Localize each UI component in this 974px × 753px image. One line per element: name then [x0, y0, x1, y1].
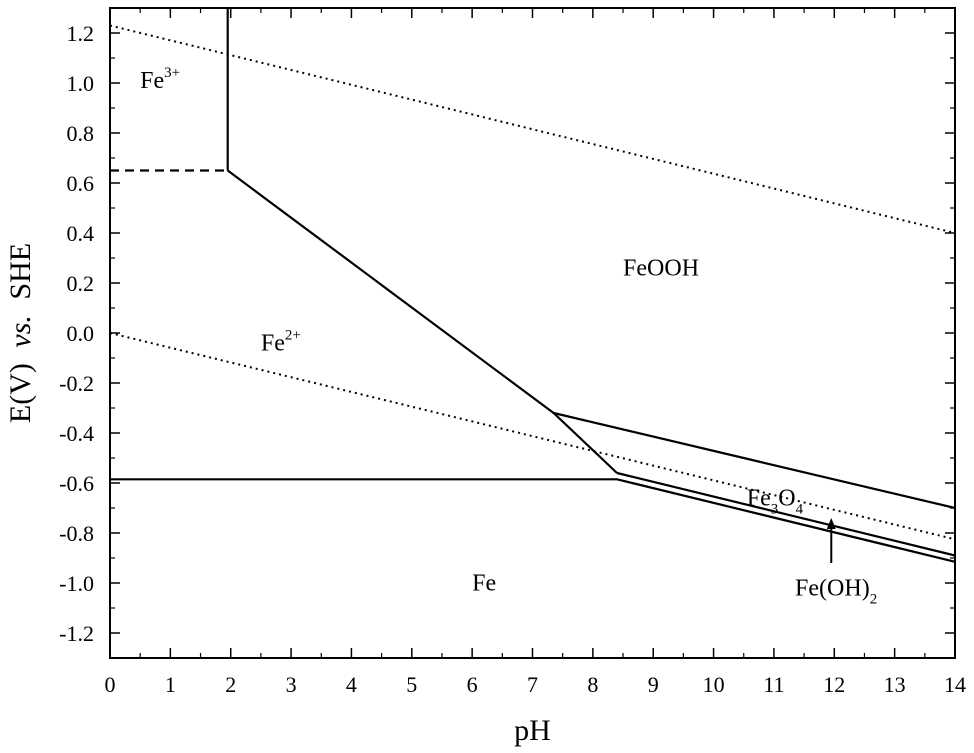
- x-tick-label: 1: [165, 672, 176, 697]
- x-tick-label: 2: [225, 672, 236, 697]
- y-tick-label: -1.0: [59, 571, 94, 596]
- arrow-head: [826, 518, 836, 529]
- boundary-line-solid: [553, 411, 956, 510]
- axes: 0 1 2 3 4 5 6 7 8 9 10 11 12 13 141.21.00.80.60.40.20.…: [59, 8, 966, 697]
- x-tick-label: 6: [467, 672, 478, 697]
- y-tick-label: -0.8: [59, 521, 94, 546]
- x-tick-label: 0: [105, 672, 116, 697]
- region-label: Fe3+: [140, 65, 180, 94]
- plot-frame: [109, 7, 956, 659]
- x-tick-label: 7: [527, 672, 538, 697]
- x-tick-label: 9: [648, 672, 659, 697]
- x-tick-label: 3: [286, 672, 297, 697]
- x-tick-label: 13: [884, 672, 906, 697]
- y-tick-label: 0.0: [67, 321, 95, 346]
- y-tick-label: 1.0: [67, 71, 95, 96]
- boundary-line-solid: [616, 478, 956, 563]
- boundary-line-solid: [227, 169, 618, 474]
- boundary-line-dotted: [109, 24, 956, 234]
- region-label: Fe(OH)2: [795, 576, 877, 608]
- x-tick-label: 12: [823, 672, 845, 697]
- y-axis-title: E(V) vs. SHE: [4, 243, 37, 423]
- y-tick-label: 0.6: [67, 171, 95, 196]
- y-tick-label: -0.2: [59, 371, 94, 396]
- plot-lines: [109, 8, 956, 563]
- x-axis-title: pH: [514, 714, 551, 747]
- region-labels: Fe3+ Fe2+ FeOOH Fe Fe3O4 Fe(OH)2: [140, 65, 877, 608]
- y-tick-label: -0.6: [59, 471, 94, 496]
- boundary-line-dotted: [109, 332, 956, 541]
- x-tick-label: 10: [703, 672, 725, 697]
- x-tick-label: 4: [346, 672, 357, 697]
- x-tick-label: 5: [406, 672, 417, 697]
- y-axis-title-italic: vs.: [4, 315, 37, 348]
- region-label: Fe3O4: [747, 486, 804, 518]
- x-tick-label: 11: [763, 672, 784, 697]
- region-label: FeOOH: [623, 256, 699, 282]
- y-tick-label: -0.4: [59, 421, 94, 446]
- y-tick-label: 0.8: [67, 121, 95, 146]
- y-tick-label: 0.2: [67, 271, 95, 296]
- y-tick-label: -1.2: [59, 621, 94, 646]
- region-label: Fe2+: [261, 328, 301, 357]
- region-label: Fe: [472, 571, 496, 597]
- x-tick-label: 14: [944, 672, 966, 697]
- y-tick-label: 1.2: [67, 21, 95, 46]
- x-tick-label: 8: [587, 672, 598, 697]
- y-axis-title-main: E(V): [4, 363, 37, 423]
- boundary-line-solid: [616, 471, 956, 557]
- y-axis-title-suffix: SHE: [4, 243, 37, 300]
- y-tick-label: 0.4: [67, 221, 95, 246]
